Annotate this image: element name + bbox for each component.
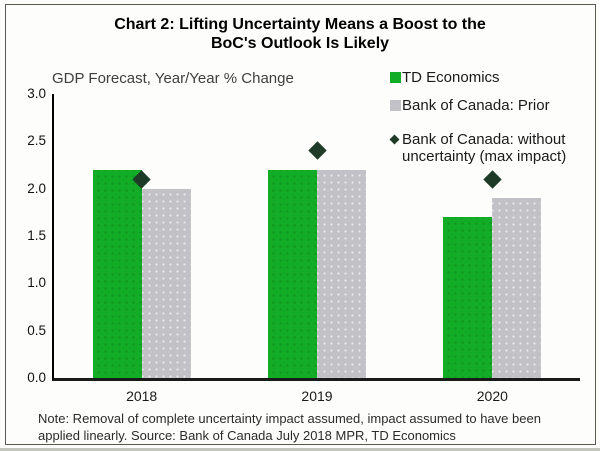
plot-area: 2018 2019 2020	[52, 94, 580, 404]
diamond-marker-boc-without-uncertainty	[483, 170, 502, 189]
legend-item-td-economics: TD Economics	[390, 69, 500, 86]
footnote: Note: Removal of complete uncertainty im…	[38, 410, 541, 444]
y-axis-tick-labels: 0.0 0.5 1.0 1.5 2.0 2.5 3.0	[0, 86, 46, 385]
y-axis-tick-label: 0.0	[27, 370, 46, 385]
chart-title: Chart 2: Lifting Uncertainty Means a Boo…	[0, 15, 600, 53]
x-axis-category-label: 2019	[301, 388, 333, 404]
bar-boc-prior	[317, 169, 366, 378]
x-axis-category-label: 2020	[476, 388, 508, 404]
footnote-line-1: Note: Removal of complete uncertainty im…	[38, 411, 541, 426]
window-bottom-edge	[0, 448, 600, 451]
bar-td-economics	[268, 169, 317, 378]
chart-title-line-2: BoC's Outlook Is Likely	[210, 35, 390, 52]
bar-boc-prior	[492, 198, 542, 378]
y-axis-tick-label: 1.5	[27, 228, 46, 243]
bar-boc-prior	[141, 188, 191, 378]
y-axis-tick-label: 2.0	[27, 180, 46, 196]
footnote-line-2: applied linearly. Source: Bank of Canada…	[38, 428, 456, 443]
legend-item-boc-prior: Bank of Canada: Prior	[390, 97, 550, 114]
legend-square-td-green-icon	[390, 72, 401, 83]
y-axis-tick-label: 2.5	[27, 133, 46, 149]
bar-td-economics	[443, 217, 493, 378]
chart-title-line-1: Chart 2: Lifting Uncertainty Means a Boo…	[114, 16, 486, 33]
diamond-marker-boc-without-uncertainty	[307, 141, 327, 161]
bar-td-economics	[92, 169, 142, 378]
y-axis-title: GDP Forecast, Year/Year % Change	[52, 70, 294, 87]
legend-item-boc-without-uncertainty: Bank of Canada: without uncertainty (max…	[389, 131, 582, 165]
y-axis-tick-label: 0.5	[27, 322, 46, 338]
y-axis-tick-label: 3.0	[27, 86, 46, 101]
legend-label-boc-prior: Bank of Canada: Prior	[402, 97, 550, 114]
legend-square-gray-icon	[390, 100, 401, 111]
x-axis-category-label: 2018	[126, 388, 158, 404]
legend-label-boc-without-uncertainty: Bank of Canada: without uncertainty (max…	[402, 131, 567, 165]
y-axis-tick-label: 1.0	[27, 275, 46, 291]
legend-label-td-economics: TD Economics	[402, 69, 500, 86]
